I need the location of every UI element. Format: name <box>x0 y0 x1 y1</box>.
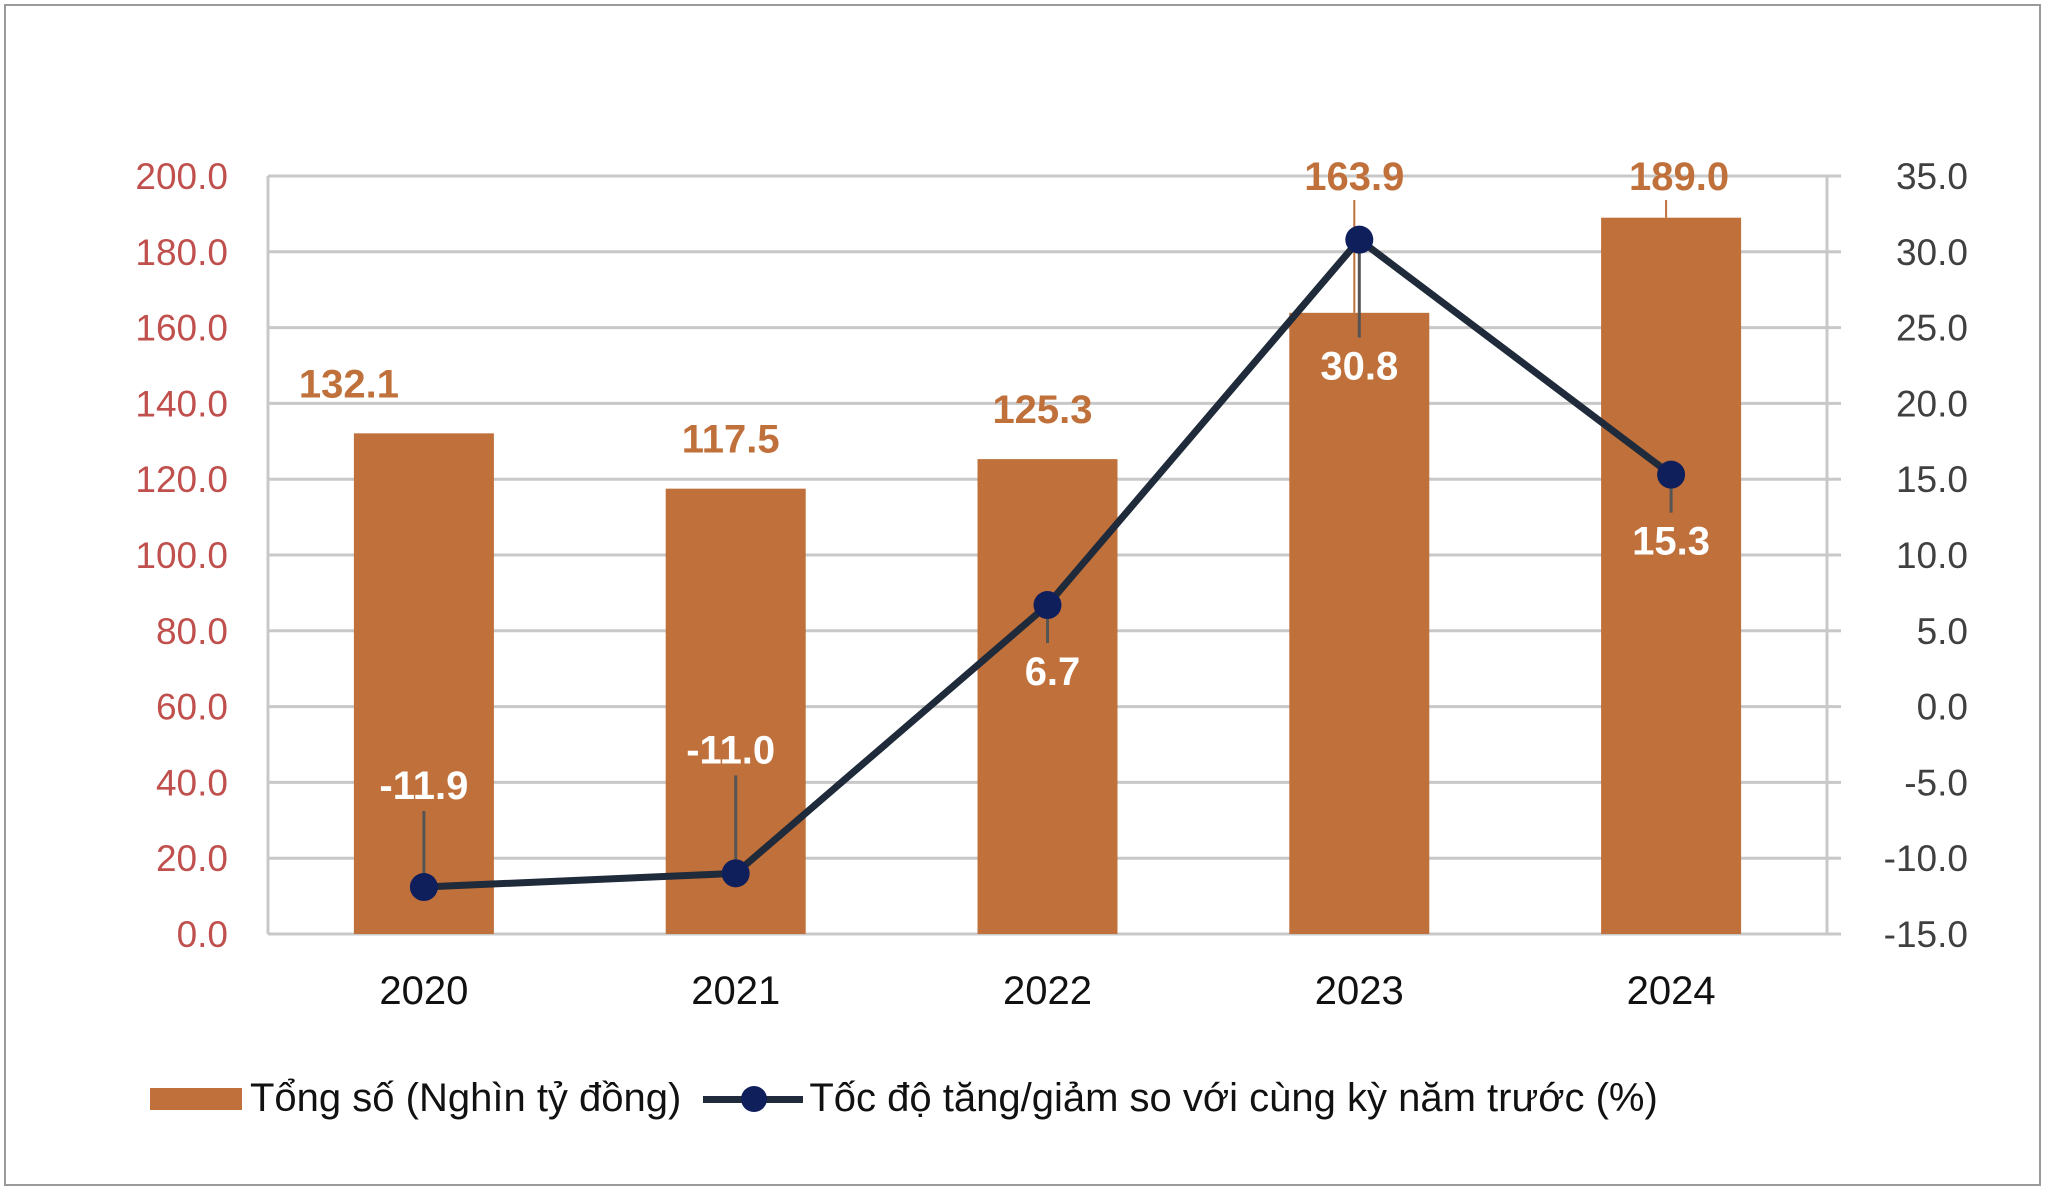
x-axis-tick: 2023 <box>1315 969 1404 1013</box>
left-axis-tick: 20.0 <box>156 838 228 879</box>
left-axis-tick: 160.0 <box>135 308 228 349</box>
legend-bar-swatch <box>150 1087 242 1110</box>
line-marker-2024 <box>1657 460 1686 489</box>
right-axis-tick: 5.0 <box>1917 611 1968 652</box>
line-data-label: -11.0 <box>686 728 775 772</box>
legend-bar-label: Tổng số (Nghìn tỷ đồng) <box>250 1076 682 1120</box>
line-marker-2022 <box>1033 591 1062 620</box>
line-marker-2023 <box>1345 225 1374 254</box>
bar-2022 <box>977 459 1118 934</box>
line-data-label: -11.9 <box>379 764 468 808</box>
right-axis-tick: -5.0 <box>1904 762 1968 803</box>
left-axis-tick: 200.0 <box>135 156 228 197</box>
bar-data-label: 117.5 <box>682 418 780 462</box>
bar-2024 <box>1601 217 1742 934</box>
x-axis-tick: 2021 <box>691 969 780 1013</box>
line-data-label: 15.3 <box>1632 520 1710 564</box>
bar-data-label: 125.3 <box>992 388 1092 432</box>
x-axis-tick: 2024 <box>1627 969 1716 1013</box>
bar-data-label: 132.1 <box>299 362 399 406</box>
left-axis-tick: 40.0 <box>156 762 228 803</box>
x-axis-tick: 2020 <box>379 969 468 1013</box>
right-axis-tick: 10.0 <box>1896 535 1968 576</box>
right-axis-tick: 25.0 <box>1896 308 1968 349</box>
right-axis-tick: -15.0 <box>1884 914 1968 955</box>
x-axis-tick: 2022 <box>1003 969 1092 1013</box>
left-axis-tick: 140.0 <box>135 383 228 424</box>
line-marker-2020 <box>409 873 438 902</box>
legend-line-label: Tốc độ tăng/giảm so với cùng kỳ năm trướ… <box>809 1076 1658 1120</box>
right-axis-tick: -10.0 <box>1884 838 1968 879</box>
line-data-label: 30.8 <box>1320 345 1398 389</box>
bar-data-label: 189.0 <box>1629 155 1729 199</box>
left-axis-tick: 100.0 <box>135 535 228 576</box>
left-axis-tick: 180.0 <box>135 232 228 273</box>
right-axis-tick: 35.0 <box>1896 156 1968 197</box>
legend-line-swatch <box>703 1084 804 1114</box>
bar-2023 <box>1289 312 1430 935</box>
left-axis-tick: 120.0 <box>135 459 228 500</box>
bar-data-label: 163.9 <box>1304 155 1404 199</box>
left-axis-tick: 80.0 <box>156 611 228 652</box>
left-axis-tick: 60.0 <box>156 687 228 728</box>
line-data-label: 6.7 <box>1025 650 1081 694</box>
right-axis-tick: 30.0 <box>1896 232 1968 273</box>
right-axis-tick: 20.0 <box>1896 383 1968 424</box>
chart-frame <box>4 4 2041 1186</box>
right-axis-tick: 15.0 <box>1896 459 1968 500</box>
left-axis-tick: 0.0 <box>177 914 228 955</box>
right-axis-tick: 0.0 <box>1917 687 1968 728</box>
line-marker-2021 <box>721 859 750 888</box>
legend: Tổng số (Nghìn tỷ đồng) Tốc độ tăng/giảm… <box>150 1076 1658 1121</box>
